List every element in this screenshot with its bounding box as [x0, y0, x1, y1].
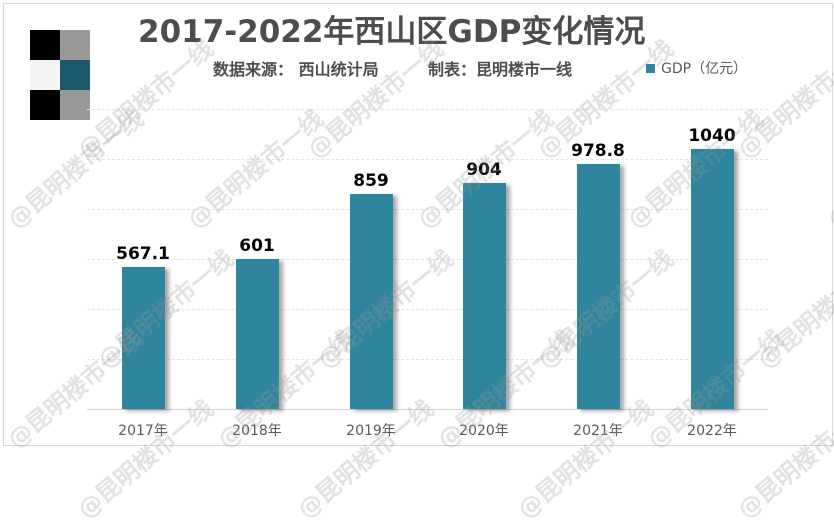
- x-axis-line: [87, 409, 768, 410]
- x-tick-label: 2022年: [687, 423, 737, 439]
- data-label: 859: [353, 171, 389, 192]
- gridline: [87, 109, 768, 110]
- bar-2022年: [691, 149, 734, 409]
- data-label: 567.1: [116, 244, 170, 265]
- bar-2020年: [463, 183, 506, 409]
- legend-label: GDP（亿元）: [661, 61, 748, 77]
- gridline: [87, 159, 768, 160]
- bar-2019年: [350, 194, 393, 409]
- logo-icon: [18, 18, 122, 122]
- x-tick-label: 2017年: [118, 423, 168, 439]
- data-label: 1040: [688, 126, 736, 146]
- legend-swatch-icon: [646, 63, 655, 73]
- bar-2018年: [236, 258, 279, 409]
- gridline: [87, 309, 768, 310]
- chart-maker: 制表：昆明楼市一线: [428, 60, 573, 79]
- data-label: 601: [239, 235, 275, 256]
- data-label: 978.8: [571, 141, 625, 162]
- data-source: 数据来源： 西山统计局: [213, 60, 379, 79]
- chart-title: 2017-2022年西山区GDP变化情况: [138, 14, 646, 50]
- x-tick-label: 2019年: [346, 423, 396, 439]
- x-tick-label: 2018年: [232, 423, 282, 439]
- data-label: 904: [466, 160, 502, 180]
- legend: GDP（亿元）: [646, 58, 747, 78]
- x-tick-label: 2021年: [573, 423, 623, 439]
- bar-2017年: [122, 267, 165, 409]
- gridline: [87, 209, 768, 210]
- gridline: [87, 359, 768, 360]
- gridline: [87, 259, 768, 260]
- x-tick-label: 2020年: [459, 423, 509, 439]
- bar-2021年: [577, 164, 620, 409]
